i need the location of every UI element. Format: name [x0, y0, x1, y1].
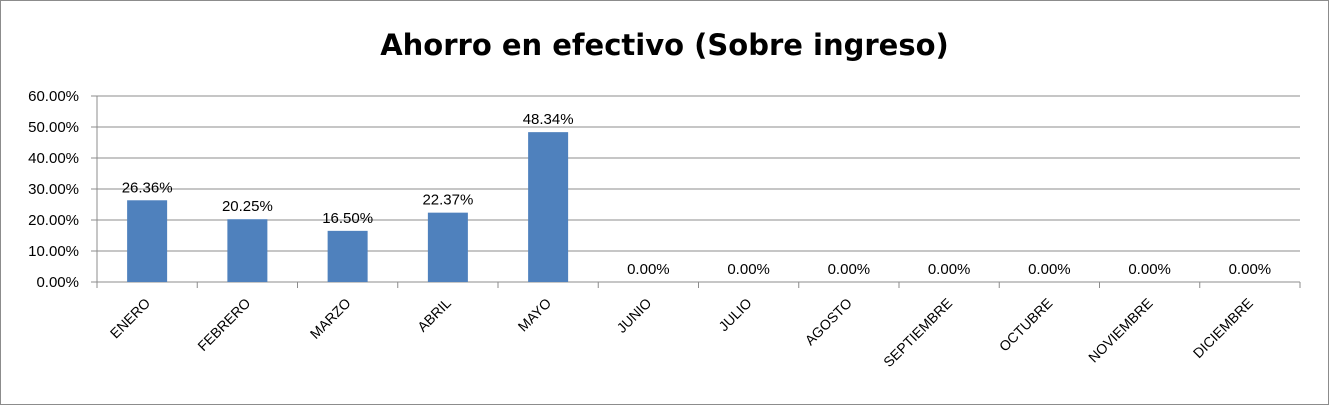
category-label: FEBRERO — [194, 295, 253, 354]
bar — [327, 230, 368, 282]
category-label: OCTUBRE — [996, 295, 1056, 355]
category-label: DICIEMBRE — [1190, 295, 1256, 361]
data-label: 0.00% — [1229, 261, 1272, 278]
data-label: 26.36% — [122, 179, 173, 196]
category-label: JUNIO — [613, 295, 654, 336]
bar — [127, 200, 168, 282]
category-label: AGOSTO — [801, 295, 855, 349]
y-tick-label: 30.00% — [28, 181, 79, 198]
chart-title: Ahorro en efectivo (Sobre ingreso) — [380, 28, 949, 62]
y-tick-label: 0.00% — [36, 274, 79, 291]
y-tick-label: 10.00% — [28, 243, 79, 260]
category-label: ABRIL — [414, 295, 454, 335]
data-label: 0.00% — [1128, 261, 1171, 278]
y-tick-label: 40.00% — [28, 150, 79, 167]
y-tick-label: 60.00% — [28, 88, 79, 105]
bar — [528, 132, 569, 282]
category-label: MAYO — [515, 295, 555, 335]
category-label: ENERO — [107, 295, 154, 342]
y-tick-label: 50.00% — [28, 119, 79, 136]
category-label: NOVIEMBRE — [1085, 295, 1156, 366]
data-label: 48.34% — [523, 111, 574, 128]
bar — [427, 212, 468, 282]
data-label: 0.00% — [727, 261, 770, 278]
data-label: 22.37% — [422, 192, 473, 209]
category-label: MARZO — [307, 295, 354, 342]
category-label: JULIO — [715, 295, 754, 334]
bar — [227, 219, 268, 282]
data-label: 0.00% — [828, 261, 871, 278]
data-label: 0.00% — [1028, 261, 1071, 278]
data-label: 0.00% — [627, 261, 670, 278]
data-label: 16.50% — [322, 210, 373, 227]
data-label: 0.00% — [928, 261, 971, 278]
y-tick-label: 20.00% — [28, 212, 79, 229]
category-label: SEPTIEMBRE — [880, 295, 955, 370]
data-label: 20.25% — [222, 198, 273, 215]
